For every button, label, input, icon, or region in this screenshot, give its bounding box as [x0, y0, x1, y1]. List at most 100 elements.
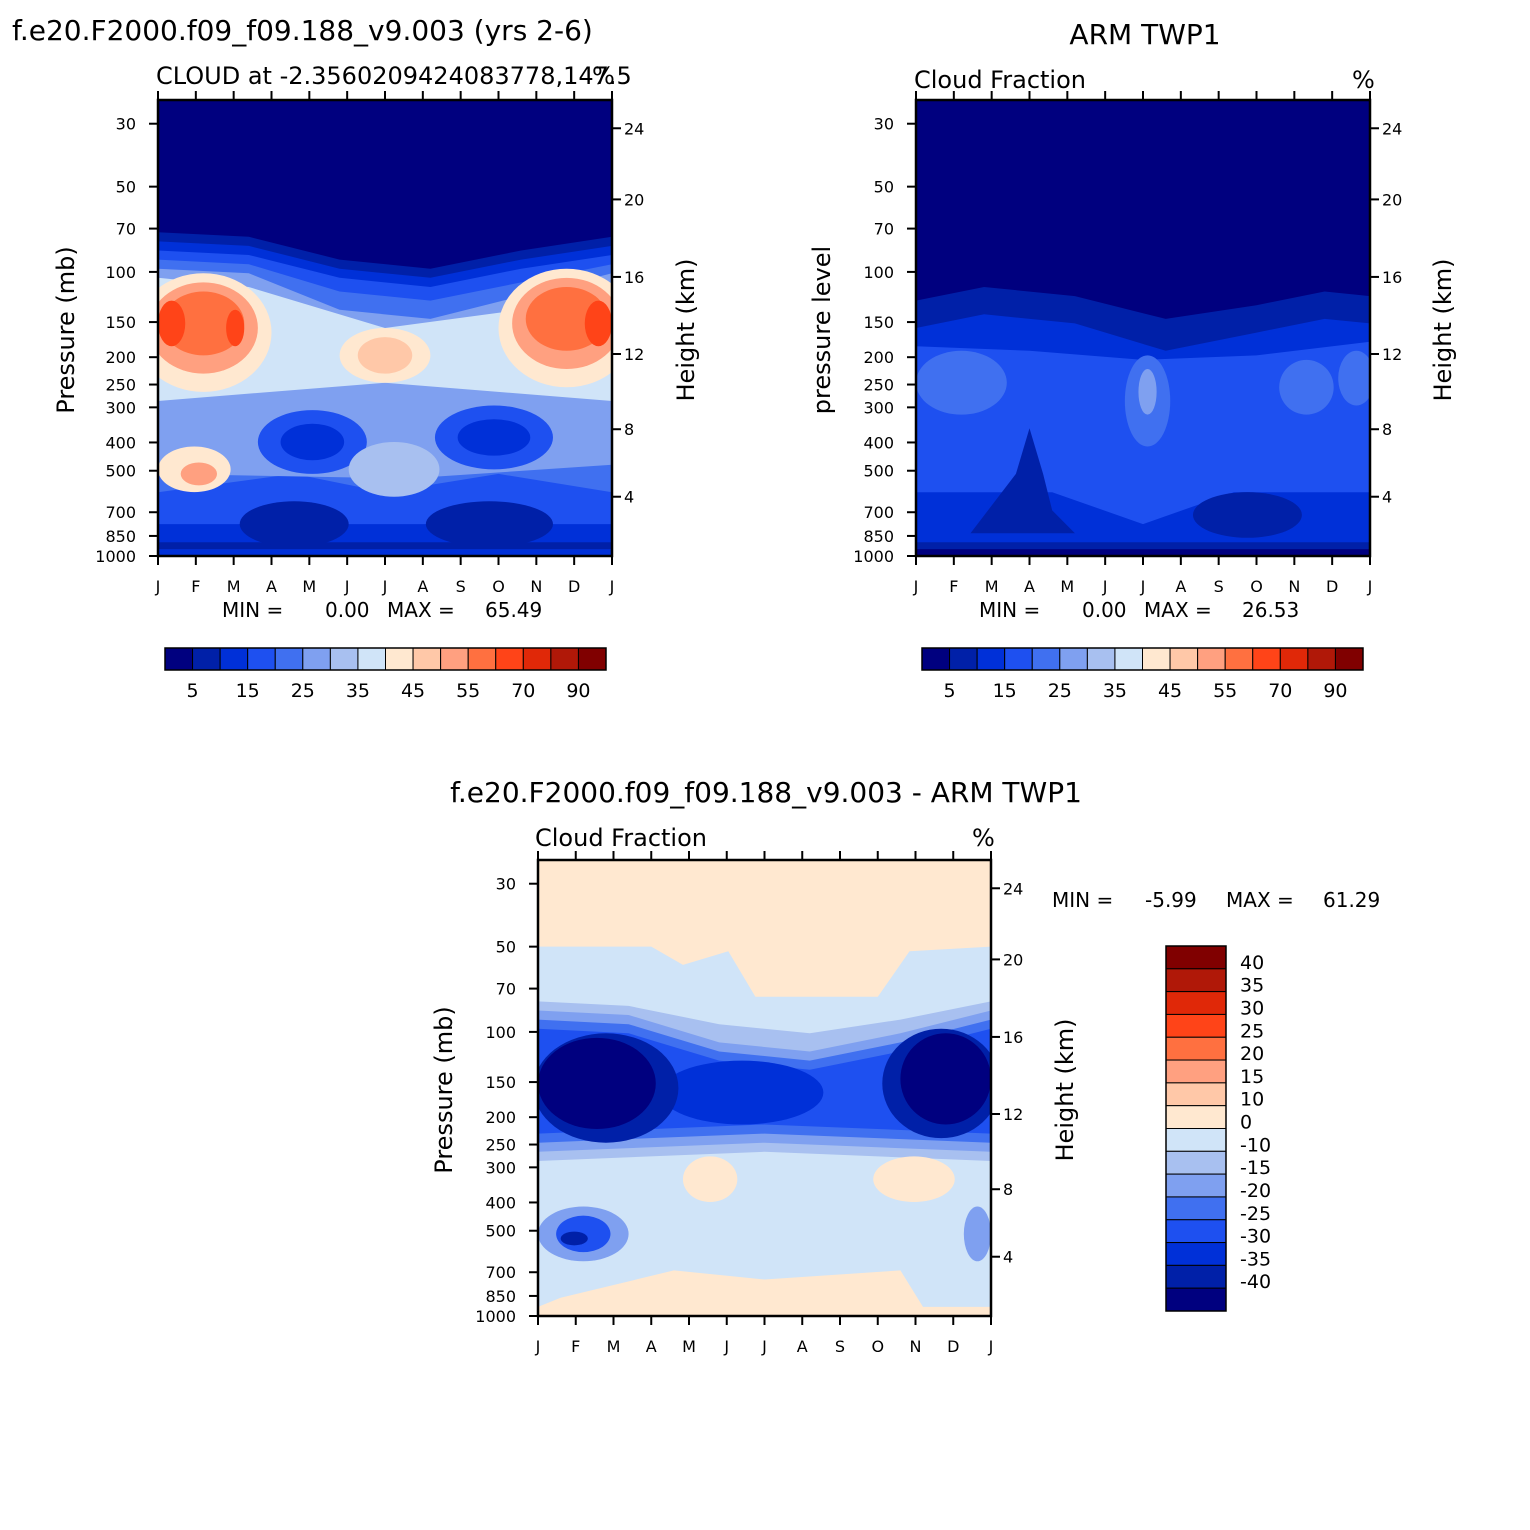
colorbar-swatch: [1169, 647, 1199, 671]
y-tick-label: 700: [105, 503, 136, 522]
x-tick-label: D: [1326, 577, 1338, 596]
y-tick-label: 70: [874, 220, 894, 239]
y-tick-label: 250: [863, 376, 894, 395]
colorbar-frame: [1165, 945, 1227, 1312]
colorbar-swatch: [1307, 647, 1336, 671]
x-tick-label: S: [456, 577, 466, 596]
colorbar-swatch: [1165, 1287, 1227, 1312]
x-tick-label: A: [797, 1337, 808, 1356]
contour-band: [560, 1231, 588, 1246]
y-tick-label: 50: [496, 938, 516, 957]
colorbar-label: -35: [1240, 1248, 1271, 1270]
field-0: [158, 100, 612, 556]
colorbar-swatch: [329, 647, 359, 671]
colorbar-label: -25: [1240, 1203, 1271, 1225]
colorbar-label: 5: [944, 680, 956, 702]
colorbar-swatch: [1224, 647, 1254, 671]
panel-diff-min-value: -5.99: [1145, 888, 1197, 912]
colorbar-label: 5: [187, 680, 199, 702]
colorbar-label: 55: [456, 680, 480, 702]
x-tick-label: J: [1367, 577, 1373, 596]
panel-model-ylabel-right: Height (km): [672, 259, 700, 402]
colorbar-swatch: [1031, 647, 1061, 671]
y-tick-label-right: 8: [624, 420, 634, 439]
panel-model-min-value: 0.00: [325, 598, 370, 622]
colorbar-swatch: [467, 647, 497, 671]
colorbar-swatch: [1165, 945, 1227, 970]
panel-model-max-label: MAX =: [387, 598, 455, 622]
contour-band: [1192, 492, 1302, 538]
y-tick-label: 250: [105, 376, 136, 395]
contour-band: [660, 1060, 824, 1125]
colorbar-swatch: [921, 647, 951, 671]
contour-band: [873, 1156, 955, 1202]
panel-model-ylabel: Pressure (mb): [52, 246, 80, 413]
colorbar-label: 25: [291, 680, 315, 702]
y-tick-label: 700: [863, 503, 894, 522]
colorbar-swatch: [495, 647, 524, 671]
colorbar-swatch: [1165, 1105, 1227, 1129]
colorbar-label: 25: [1240, 1020, 1264, 1042]
colorbar-swatch: [1197, 647, 1226, 671]
y-tick-label-right: 8: [1003, 1180, 1013, 1199]
x-tick-label: J: [155, 577, 161, 596]
y-tick-label: 1000: [95, 547, 136, 566]
colorbar-swatch: [1165, 1196, 1227, 1221]
y-tick-label: 100: [485, 1023, 516, 1042]
x-tick-label: J: [535, 1337, 541, 1356]
x-tick-label: A: [266, 577, 277, 596]
contour-band: [158, 300, 186, 347]
y-tick-label: 70: [496, 980, 516, 999]
y-tick-label: 100: [105, 263, 136, 282]
y-tick-label-right: 24: [624, 119, 644, 138]
panel-obs-min-value: 0.00: [1082, 598, 1127, 622]
y-tick-label: 200: [485, 1108, 516, 1127]
colorbar-swatch: [1165, 991, 1227, 1015]
y-tick-label-right: 4: [1382, 488, 1392, 507]
colorbar-swatch: [385, 647, 414, 671]
panel-model-min-label: MIN =: [222, 598, 283, 622]
panel-model-colorbar: 5 15 25 35 45 55 70 90: [164, 647, 607, 702]
colorbar-label: 55: [1213, 680, 1237, 702]
x-tick-label: F: [571, 1337, 580, 1356]
x-tick-label: J: [1140, 577, 1146, 596]
contour-band: [916, 549, 1370, 556]
colorbar-swatch: [1165, 1128, 1227, 1152]
colorbar-label: -30: [1240, 1226, 1271, 1248]
colorbar-label: 15: [993, 680, 1017, 702]
panel-model-title: f.e20.F2000.f09_f09.188_v9.003 (yrs 2-6): [12, 14, 593, 47]
y-tick-label: 70: [116, 220, 136, 239]
colorbar-swatch: [1252, 647, 1281, 671]
y-tick-label: 50: [116, 178, 136, 197]
y-tick-label: 500: [105, 462, 136, 481]
y-tick-label: 400: [863, 433, 894, 452]
panel-diff-max-label: MAX =: [1226, 888, 1294, 912]
colorbar-swatch: [1086, 647, 1116, 671]
colorbar-swatch: [1334, 647, 1364, 671]
colorbar-swatch: [412, 647, 442, 671]
colorbar-swatch: [1165, 1082, 1227, 1107]
x-tick-label: A: [646, 1337, 657, 1356]
y-tick-label: 150: [863, 313, 894, 332]
contour-band: [963, 1206, 991, 1262]
contour-band: [584, 300, 612, 347]
y-tick-label: 500: [485, 1222, 516, 1241]
panel-obs-colorbar: 5 15 25 35 45 55 70 90: [921, 647, 1364, 702]
colorbar-swatch: [976, 647, 1006, 671]
y-tick-label: 850: [105, 527, 136, 546]
colorbar-swatch: [1165, 1242, 1227, 1266]
x-tick-label: A: [1175, 577, 1186, 596]
colorbar-swatch: [1165, 1013, 1227, 1038]
x-tick-label: J: [609, 577, 615, 596]
panel-obs-title: ARM TWP1: [1069, 18, 1220, 51]
colorbar-label: 25: [1048, 680, 1072, 702]
colorbar-swatch: [302, 647, 331, 671]
x-tick-label: M: [985, 577, 999, 596]
contour-band: [425, 501, 553, 547]
x-tick-label: N: [910, 1337, 922, 1356]
colorbar-swatch: [1059, 647, 1088, 671]
panel-diff-ylabel-right: Height (km): [1051, 1019, 1079, 1162]
panel-model: f.e20.F2000.f09_f09.188_v9.003 (yrs 2-6)…: [12, 14, 700, 702]
colorbar-frame: [921, 647, 1364, 671]
